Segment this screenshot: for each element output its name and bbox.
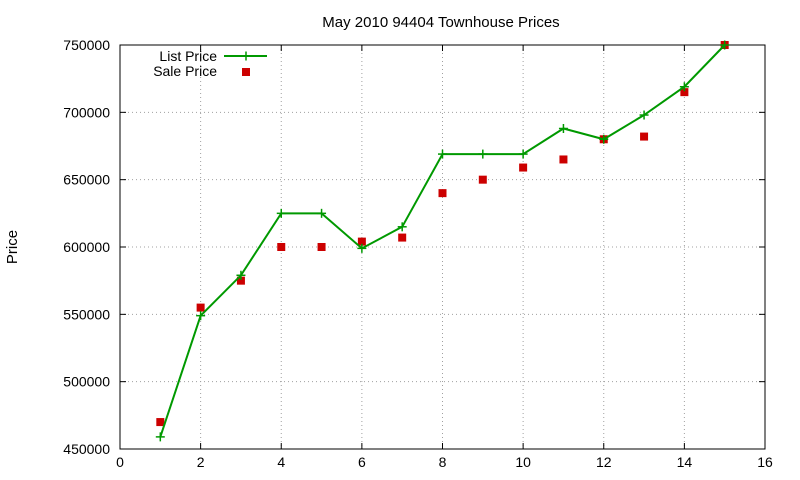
x-tick-label: 4 [277, 454, 285, 470]
list-price-point [599, 134, 609, 144]
sale-price-point [277, 243, 286, 251]
list-price-point [196, 311, 206, 321]
x-tick-label: 0 [116, 454, 124, 470]
list-price-point [397, 222, 407, 232]
plot-frame [119, 44, 766, 450]
list-price-point [639, 110, 649, 120]
sale-price-point [519, 163, 528, 172]
legend-marker-sale-price [242, 68, 250, 76]
x-tick-label: 2 [197, 454, 205, 470]
list-price-point [438, 149, 447, 159]
list-price-line [159, 44, 726, 438]
sale-price-point [640, 132, 649, 141]
x-tick-label: 12 [596, 454, 612, 470]
sale-price-point [438, 189, 447, 198]
y-tick-label: 550000 [63, 306, 110, 322]
x-tick-label: 16 [757, 454, 773, 470]
y-tick-label: 450000 [63, 441, 110, 457]
grid-lines [120, 45, 765, 449]
sale-price-point [398, 233, 407, 242]
list-price-point [317, 208, 327, 218]
y-tick-label: 600000 [63, 239, 110, 255]
legend-marker-list-price [241, 51, 251, 61]
sale-price-point [478, 175, 487, 184]
legend-label-sale-price: Sale Price [153, 63, 217, 79]
series-layer [155, 40, 730, 442]
y-tick-label: 750000 [63, 37, 110, 53]
sale-price-point [559, 155, 568, 164]
sale-price-point [680, 88, 689, 97]
chart-title: May 2010 94404 Townhouse Prices [322, 14, 559, 31]
x-tick-label: 10 [515, 454, 531, 470]
axis-ticks: 0 2 4 6 8 10 12 14 16 450000 500000 550000 600000 650… [63, 37, 773, 470]
list-price-point [518, 149, 528, 159]
y-tick-label: 650000 [63, 172, 110, 188]
list-price-point [720, 40, 730, 50]
x-tick-label: 6 [358, 454, 366, 470]
sale-price-point [236, 276, 245, 285]
legend-label-list-price: List Price [159, 48, 217, 64]
y-tick-label: 700000 [63, 104, 110, 120]
list-price-point [679, 82, 689, 92]
list-price-point [155, 432, 165, 442]
y-axis-label: Price [4, 230, 21, 264]
list-price-point [276, 208, 286, 218]
sale-price-point [357, 237, 366, 246]
sale-price-point [156, 418, 165, 427]
list-price-point [478, 149, 488, 159]
x-tick-label: 14 [677, 454, 693, 470]
sale-price-point [317, 243, 326, 251]
legend: List Price Sale Price [153, 48, 267, 79]
y-tick-label: 500000 [63, 374, 110, 390]
list-price-point [236, 270, 246, 280]
list-price-point [558, 123, 568, 133]
x-tick-label: 8 [439, 454, 447, 470]
list-price-point [357, 243, 367, 253]
sale-price-point [196, 303, 205, 312]
